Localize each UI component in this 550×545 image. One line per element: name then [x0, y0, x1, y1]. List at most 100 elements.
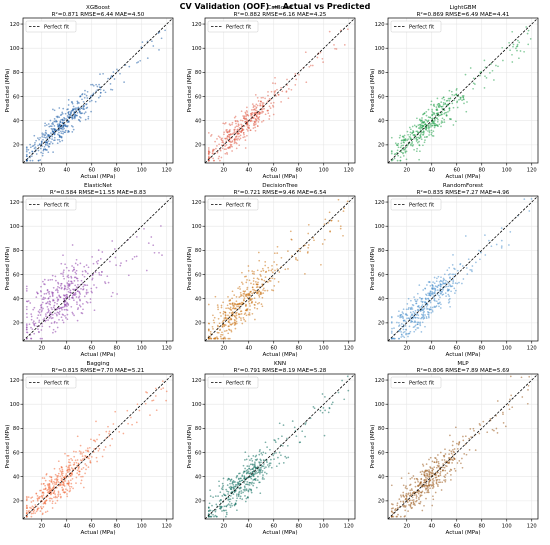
scatter-point: [408, 325, 411, 328]
scatter-point: [330, 219, 333, 222]
scatter-point: [64, 131, 67, 134]
scatter-point: [51, 142, 54, 145]
scatter-point: [439, 290, 441, 293]
scatter-point: [247, 300, 250, 303]
legend: Perfect fit: [25, 376, 77, 389]
scatter-point: [259, 481, 261, 484]
scatter-point: [406, 303, 409, 305]
scatter-point: [135, 421, 138, 424]
scatter-point: [64, 263, 66, 266]
scatter-point: [60, 470, 63, 473]
scatter-point: [30, 313, 33, 315]
scatter-point: [227, 147, 230, 150]
scatter-point: [234, 327, 237, 330]
scatter-point: [76, 102, 79, 105]
scatter-point: [414, 134, 417, 137]
scatter-point: [85, 468, 87, 471]
scatter-point: [448, 109, 451, 112]
scatter-point: [247, 126, 249, 129]
scatter-point: [439, 285, 442, 287]
scatter-point: [37, 314, 40, 317]
scatter-point: [412, 134, 415, 136]
scatter-point: [51, 482, 54, 485]
scatter-point: [304, 435, 306, 438]
scatter-point: [238, 316, 241, 318]
scatter-point: [61, 474, 64, 477]
scatter-point: [50, 127, 53, 130]
y-axis-label: Predicted (MPa): [370, 425, 376, 469]
scatter-point: [95, 456, 98, 459]
scatter-point: [220, 487, 223, 490]
scatter-point: [482, 420, 485, 423]
scatter-point: [25, 326, 28, 329]
x-tick-label: 60: [88, 346, 95, 352]
scatter-point: [251, 460, 254, 462]
scatter-point: [483, 59, 486, 62]
scatter-point: [502, 411, 504, 414]
scatter-point: [422, 313, 425, 316]
scatter-point: [483, 87, 486, 89]
scatter-point: [224, 311, 227, 314]
scatter-point: [244, 275, 246, 278]
scatter-point: [231, 307, 234, 310]
scatter-point: [264, 264, 267, 267]
scatter-point: [441, 291, 444, 293]
scatter-point: [50, 480, 52, 483]
scatter-point: [152, 399, 155, 402]
scatter-point: [491, 69, 494, 72]
scatter-point: [254, 105, 256, 107]
scatter-point: [426, 304, 429, 306]
scatter-point: [59, 493, 62, 496]
scatter-point: [57, 475, 60, 477]
axes-frame: [204, 17, 356, 164]
scatter-point: [339, 29, 342, 32]
scatter-point: [225, 144, 228, 146]
scatter-point: [89, 100, 91, 103]
scatter-point: [114, 256, 117, 259]
scatter-point: [234, 115, 237, 118]
y-tick-label: 40: [195, 119, 202, 125]
scatter-point: [76, 469, 79, 472]
scatter-point: [321, 411, 324, 414]
scatter-point: [270, 466, 273, 469]
scatter-point: [424, 470, 427, 472]
scatter-point: [246, 481, 249, 483]
scatter-point: [238, 144, 241, 147]
scatter-point: [417, 305, 420, 308]
scatter-point: [61, 313, 64, 316]
scatter-point: [87, 291, 89, 294]
scatter-point: [64, 129, 67, 132]
scatter-point: [260, 461, 262, 464]
scatter-point: [38, 496, 41, 498]
scatter-point: [406, 317, 408, 320]
scatter-point: [74, 459, 77, 462]
scatter-point: [323, 434, 326, 437]
scatter-point: [213, 337, 216, 340]
scatter-point: [61, 118, 64, 121]
scatter-point: [409, 483, 412, 486]
scatter-point: [215, 147, 217, 150]
scatter-point: [76, 114, 78, 117]
y-tick-label: 20: [195, 321, 202, 327]
scatter-point: [278, 462, 281, 465]
scatter-point: [448, 470, 451, 473]
scatter-point: [461, 466, 464, 469]
scatter-point: [448, 282, 450, 285]
scatter-point: [465, 110, 468, 113]
scatter-point: [469, 269, 472, 271]
scatter-point: [233, 130, 236, 132]
scatter-point: [431, 110, 433, 113]
scatter-point: [54, 330, 57, 333]
scatter-point: [60, 132, 63, 135]
scatter-point: [409, 138, 412, 141]
scatter-point: [322, 407, 325, 409]
scatter-point: [398, 321, 400, 324]
scatter-point: [449, 297, 451, 300]
scatter-point: [66, 305, 68, 308]
scatter-point: [47, 486, 50, 489]
scatter-point: [415, 130, 418, 133]
scatter-point: [98, 271, 100, 274]
scatter-point: [62, 128, 64, 131]
scatter-point: [443, 466, 446, 469]
